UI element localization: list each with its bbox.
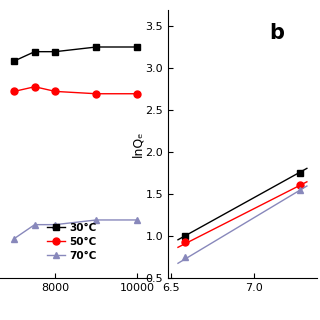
Legend: 30°C, 50°C, 70°C: 30°C, 50°C, 70°C: [43, 219, 101, 265]
Text: b: b: [269, 23, 284, 43]
Y-axis label: lnQₑ: lnQₑ: [131, 131, 144, 157]
